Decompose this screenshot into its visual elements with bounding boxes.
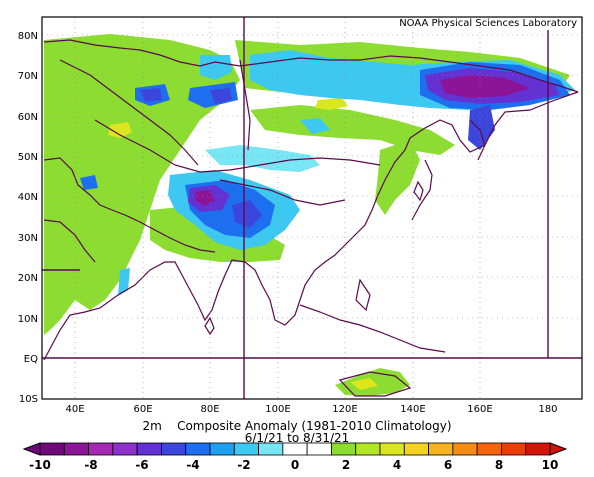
colorbar-cell [355,442,381,456]
colorbar-max-arrow [549,442,568,456]
colorbar-cell [501,442,527,456]
colorbar-cell [112,442,138,456]
colorbar-label: 8 [495,458,503,472]
colorbar-cell [88,442,114,456]
lat-label: 10N [18,314,38,325]
colorbar-cells [22,442,568,456]
colorbar-cell [379,442,405,456]
reference-lines [42,17,582,399]
coastlines [43,39,579,397]
lat-label: 30N [18,233,38,244]
lon-axis: 40E 60E 80E 100E 120E 140E 160E 180 [65,404,557,415]
colorbar-label: 10 [542,458,559,472]
lon-label: 40E [65,404,84,415]
lat-label: 60N [18,112,38,123]
lon-label: 140E [400,404,425,415]
colorbar-label: -8 [84,458,97,472]
lat-label: EQ [24,354,38,365]
lat-label: 40N [18,192,38,203]
lon-label: 160E [467,404,492,415]
colorbar-min-arrow [22,442,41,456]
lon-label: 180 [538,404,557,415]
colorbar-cell [185,442,211,456]
title-text: Composite Anomaly (1981-2010 Climatology… [177,419,452,433]
colorbar-cell [63,442,89,456]
lon-label: 60E [133,404,152,415]
colorbar: -10 -8 -6 -4 -2 0 2 4 6 8 10 [22,442,568,472]
colorbar-cell [476,442,502,456]
colorbar-cell [525,442,551,456]
colorbar-cell [233,442,259,456]
colorbar-cell [258,442,284,456]
lat-label: 70N [18,71,38,82]
lon-label: 100E [265,404,290,415]
colorbar-cell [282,442,308,456]
lat-label: 20N [18,273,38,284]
lon-label: 120E [332,404,357,415]
colorbar-label: 6 [444,458,452,472]
colorbar-label: 2 [342,458,350,472]
lat-axis: 80N 70N 60N 50N 40N 30N 20N 10N EQ 10S [18,31,38,405]
lat-label: 50N [18,152,38,163]
colorbar-label: -4 [186,458,199,472]
colorbar-labels: -10 -8 -6 -4 -2 0 2 4 6 8 10 [29,458,558,472]
colorbar-label: 0 [291,458,299,472]
plot-frame [41,16,583,400]
colorbar-cell [161,442,187,456]
colorbar-cell [331,442,357,456]
colorbar-cell [403,442,429,456]
lat-label: 80N [18,31,38,42]
variable-label: 2m [142,419,162,433]
lon-label: 80E [200,404,219,415]
colorbar-cell [452,442,478,456]
colorbar-cell [428,442,454,456]
map-title: 2m Composite Anomaly (1981-2010 Climatol… [0,419,594,433]
colorbar-label: 4 [393,458,401,472]
colorbar-label: -6 [135,458,148,472]
colorbar-label: -2 [237,458,250,472]
colorbar-label: -10 [29,458,51,472]
lat-label: 10S [19,394,38,405]
colorbar-cell [306,442,332,456]
colorbar-cell [136,442,162,456]
date-range: 6/1/21 to 8/31/21 [244,431,350,445]
colorbar-cell [39,442,65,456]
anomaly-map: NOAA Physical Sciences Laboratory 80N 70… [18,16,583,415]
credit-text: NOAA Physical Sciences Laboratory [399,18,577,29]
colorbar-cell [209,442,235,456]
